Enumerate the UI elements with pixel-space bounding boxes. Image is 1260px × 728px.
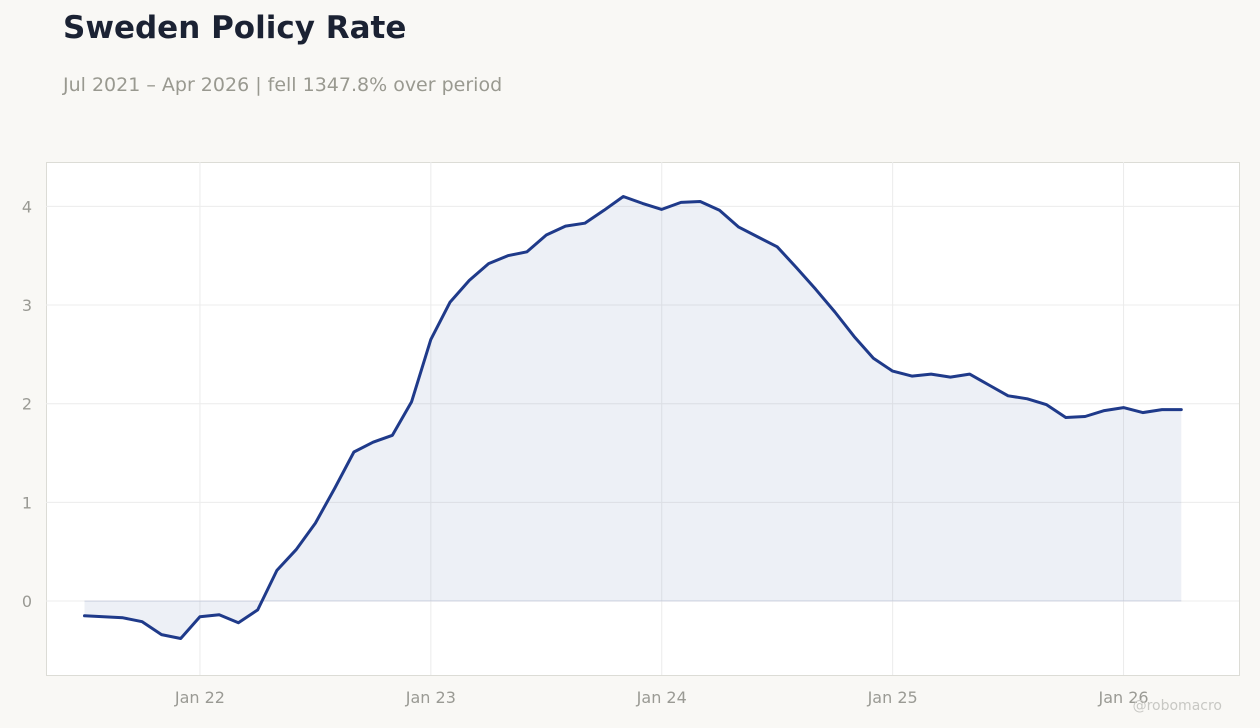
x-tick-label: Jan 25 bbox=[867, 688, 918, 707]
chart-title: Sweden Policy Rate bbox=[63, 10, 407, 46]
y-tick-label: 4 bbox=[22, 197, 32, 216]
x-tick-label: Jan 23 bbox=[405, 688, 456, 707]
rate-line bbox=[83, 195, 1183, 640]
x-tick-label: Jan 22 bbox=[174, 688, 225, 707]
y-tick-label: 3 bbox=[22, 296, 32, 315]
y-tick-label: 0 bbox=[22, 592, 32, 611]
x-gridlines bbox=[199, 162, 1125, 675]
x-axis-ticks: Jan 22 Jan 23 Jan 24 Jan 25 Jan 26 bbox=[174, 688, 1149, 707]
y-tick-label: 2 bbox=[22, 395, 32, 414]
y-axis-ticks: 0 1 2 3 4 bbox=[22, 197, 32, 611]
chart-subtitle: Jul 2021 – Apr 2026 | fell 1347.8% over … bbox=[63, 74, 503, 96]
x-tick-label: Jan 24 bbox=[636, 688, 687, 707]
plot-area bbox=[46, 162, 1240, 676]
rate-area-fill bbox=[84, 196, 1182, 639]
credit-watermark: @robomacro bbox=[1132, 698, 1222, 714]
y-tick-label: 1 bbox=[22, 493, 32, 512]
x-tick-label: Jan 26 bbox=[1097, 688, 1148, 707]
